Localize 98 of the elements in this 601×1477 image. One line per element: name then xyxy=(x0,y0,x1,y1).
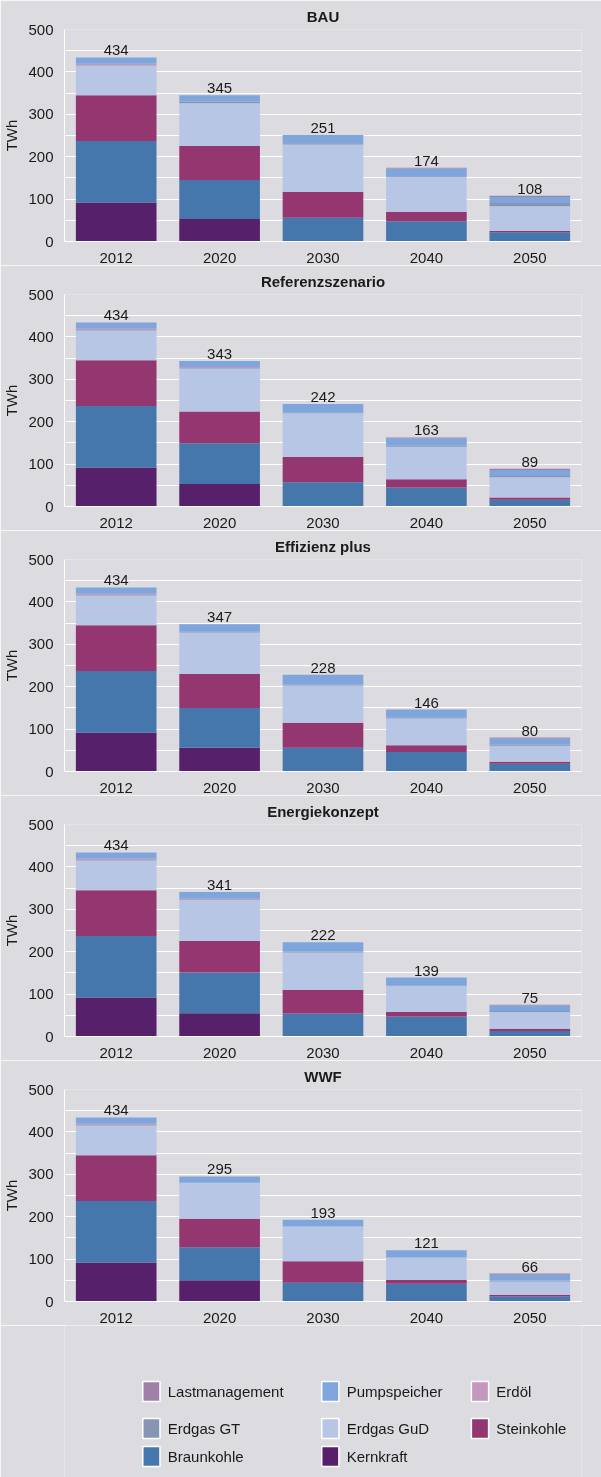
y-tick-label: 300 xyxy=(28,900,54,918)
x-tick-label: 2020 xyxy=(202,1308,237,1326)
total-label: 66 xyxy=(521,1257,539,1275)
x-tick-label: 2012 xyxy=(99,1043,133,1061)
y-tick-label: 300 xyxy=(28,105,54,123)
chart-title: Energiekonzept xyxy=(267,802,379,820)
x-tick-label: 2012 xyxy=(99,1308,133,1326)
total-label: 345 xyxy=(207,79,233,97)
x-tick-label: 2030 xyxy=(306,1308,340,1326)
x-tick-label: 2020 xyxy=(202,778,237,796)
total-label: 222 xyxy=(310,926,336,944)
x-tick-label: 2020 xyxy=(202,248,237,266)
chart-title: Referenzszenario xyxy=(260,272,386,290)
x-tick-label: 2030 xyxy=(306,778,340,796)
x-tick-label: 2030 xyxy=(306,248,340,266)
legend-label: Pumpspeicher xyxy=(346,1383,443,1400)
total-label: 75 xyxy=(521,988,539,1006)
y-tick-label: 500 xyxy=(28,550,54,568)
legend-label: Erdöl xyxy=(496,1383,532,1400)
y-axis-title: TWh xyxy=(3,119,21,152)
legend-label: Erdgas GT xyxy=(167,1420,241,1437)
y-tick-label: 0 xyxy=(45,762,54,780)
x-tick-label: 2040 xyxy=(409,513,444,531)
y-tick-label: 0 xyxy=(45,232,54,250)
y-tick-label: 400 xyxy=(28,857,54,875)
y-axis-title: TWh xyxy=(3,914,21,947)
y-tick-label: 100 xyxy=(28,985,54,1003)
total-label: 341 xyxy=(207,875,233,893)
total-label: 163 xyxy=(413,421,439,439)
y-tick-label: 400 xyxy=(28,327,54,345)
y-tick-label: 200 xyxy=(28,412,54,430)
y-axis-title: TWh xyxy=(3,384,21,417)
y-tick-label: 0 xyxy=(45,1027,54,1045)
total-label: 89 xyxy=(521,452,539,470)
y-tick-label: 500 xyxy=(28,285,54,303)
x-tick-label: 2012 xyxy=(99,248,133,266)
y-tick-label: 300 xyxy=(28,1165,54,1183)
legend-label: Erdgas GuD xyxy=(346,1420,430,1437)
x-tick-label: 2012 xyxy=(99,778,133,796)
total-label: 242 xyxy=(310,387,336,405)
chart-title: BAU xyxy=(306,7,340,25)
total-label: 193 xyxy=(310,1203,336,1221)
y-tick-label: 100 xyxy=(28,1250,54,1268)
total-label: 434 xyxy=(103,1101,129,1119)
y-axis-title: TWh xyxy=(3,1179,21,1212)
x-tick-label: 2030 xyxy=(306,1043,340,1061)
x-tick-label: 2040 xyxy=(409,1308,444,1326)
x-tick-label: 2050 xyxy=(513,248,547,266)
chart-title: Effizienz plus xyxy=(275,537,371,555)
total-label: 434 xyxy=(103,41,129,59)
x-tick-label: 2040 xyxy=(409,778,444,796)
x-tick-label: 2050 xyxy=(513,778,547,796)
y-tick-label: 0 xyxy=(45,1292,54,1310)
total-label: 434 xyxy=(103,306,129,324)
total-label: 347 xyxy=(207,608,233,626)
x-tick-label: 2040 xyxy=(409,248,444,266)
y-tick-label: 500 xyxy=(28,1080,54,1098)
x-tick-label: 2020 xyxy=(202,1043,237,1061)
y-tick-label: 200 xyxy=(28,147,54,165)
total-label: 228 xyxy=(310,658,336,676)
x-tick-label: 2030 xyxy=(306,513,340,531)
y-tick-label: 400 xyxy=(28,62,54,80)
y-tick-label: 200 xyxy=(28,942,54,960)
y-tick-label: 400 xyxy=(28,1122,54,1140)
y-tick-label: 500 xyxy=(28,20,54,38)
x-tick-label: 2050 xyxy=(513,1043,547,1061)
y-tick-label: 200 xyxy=(28,677,54,695)
legend-label: Braunkohle xyxy=(167,1448,244,1465)
x-tick-label: 2020 xyxy=(202,513,237,531)
total-label: 343 xyxy=(207,345,233,363)
chart-title: WWF xyxy=(304,1067,342,1085)
x-tick-label: 2040 xyxy=(409,1043,444,1061)
x-tick-label: 2050 xyxy=(513,513,547,531)
total-label: 434 xyxy=(103,571,129,589)
legend-label: Steinkohle xyxy=(496,1420,567,1437)
x-tick-label: 2012 xyxy=(99,513,133,531)
y-tick-label: 500 xyxy=(28,815,54,833)
total-label: 146 xyxy=(413,693,439,711)
y-tick-label: 300 xyxy=(28,370,54,388)
total-label: 251 xyxy=(310,119,336,137)
total-label: 174 xyxy=(413,151,439,169)
y-tick-label: 100 xyxy=(28,190,54,208)
total-label: 80 xyxy=(521,721,539,739)
total-label: 121 xyxy=(413,1234,439,1252)
x-tick-label: 2050 xyxy=(513,1308,547,1326)
y-tick-label: 200 xyxy=(28,1207,54,1225)
y-tick-label: 400 xyxy=(28,592,54,610)
y-tick-label: 100 xyxy=(28,455,54,473)
total-label: 139 xyxy=(413,961,439,979)
y-tick-label: 100 xyxy=(28,720,54,738)
y-axis-title: TWh xyxy=(3,649,21,682)
total-label: 434 xyxy=(103,836,129,854)
legend-label: Kernkraft xyxy=(346,1448,409,1465)
y-tick-label: 300 xyxy=(28,635,54,653)
total-label: 295 xyxy=(207,1160,233,1178)
y-tick-label: 0 xyxy=(45,497,54,515)
total-label: 108 xyxy=(517,179,543,197)
legend-label: Lastmanagement xyxy=(167,1383,285,1400)
